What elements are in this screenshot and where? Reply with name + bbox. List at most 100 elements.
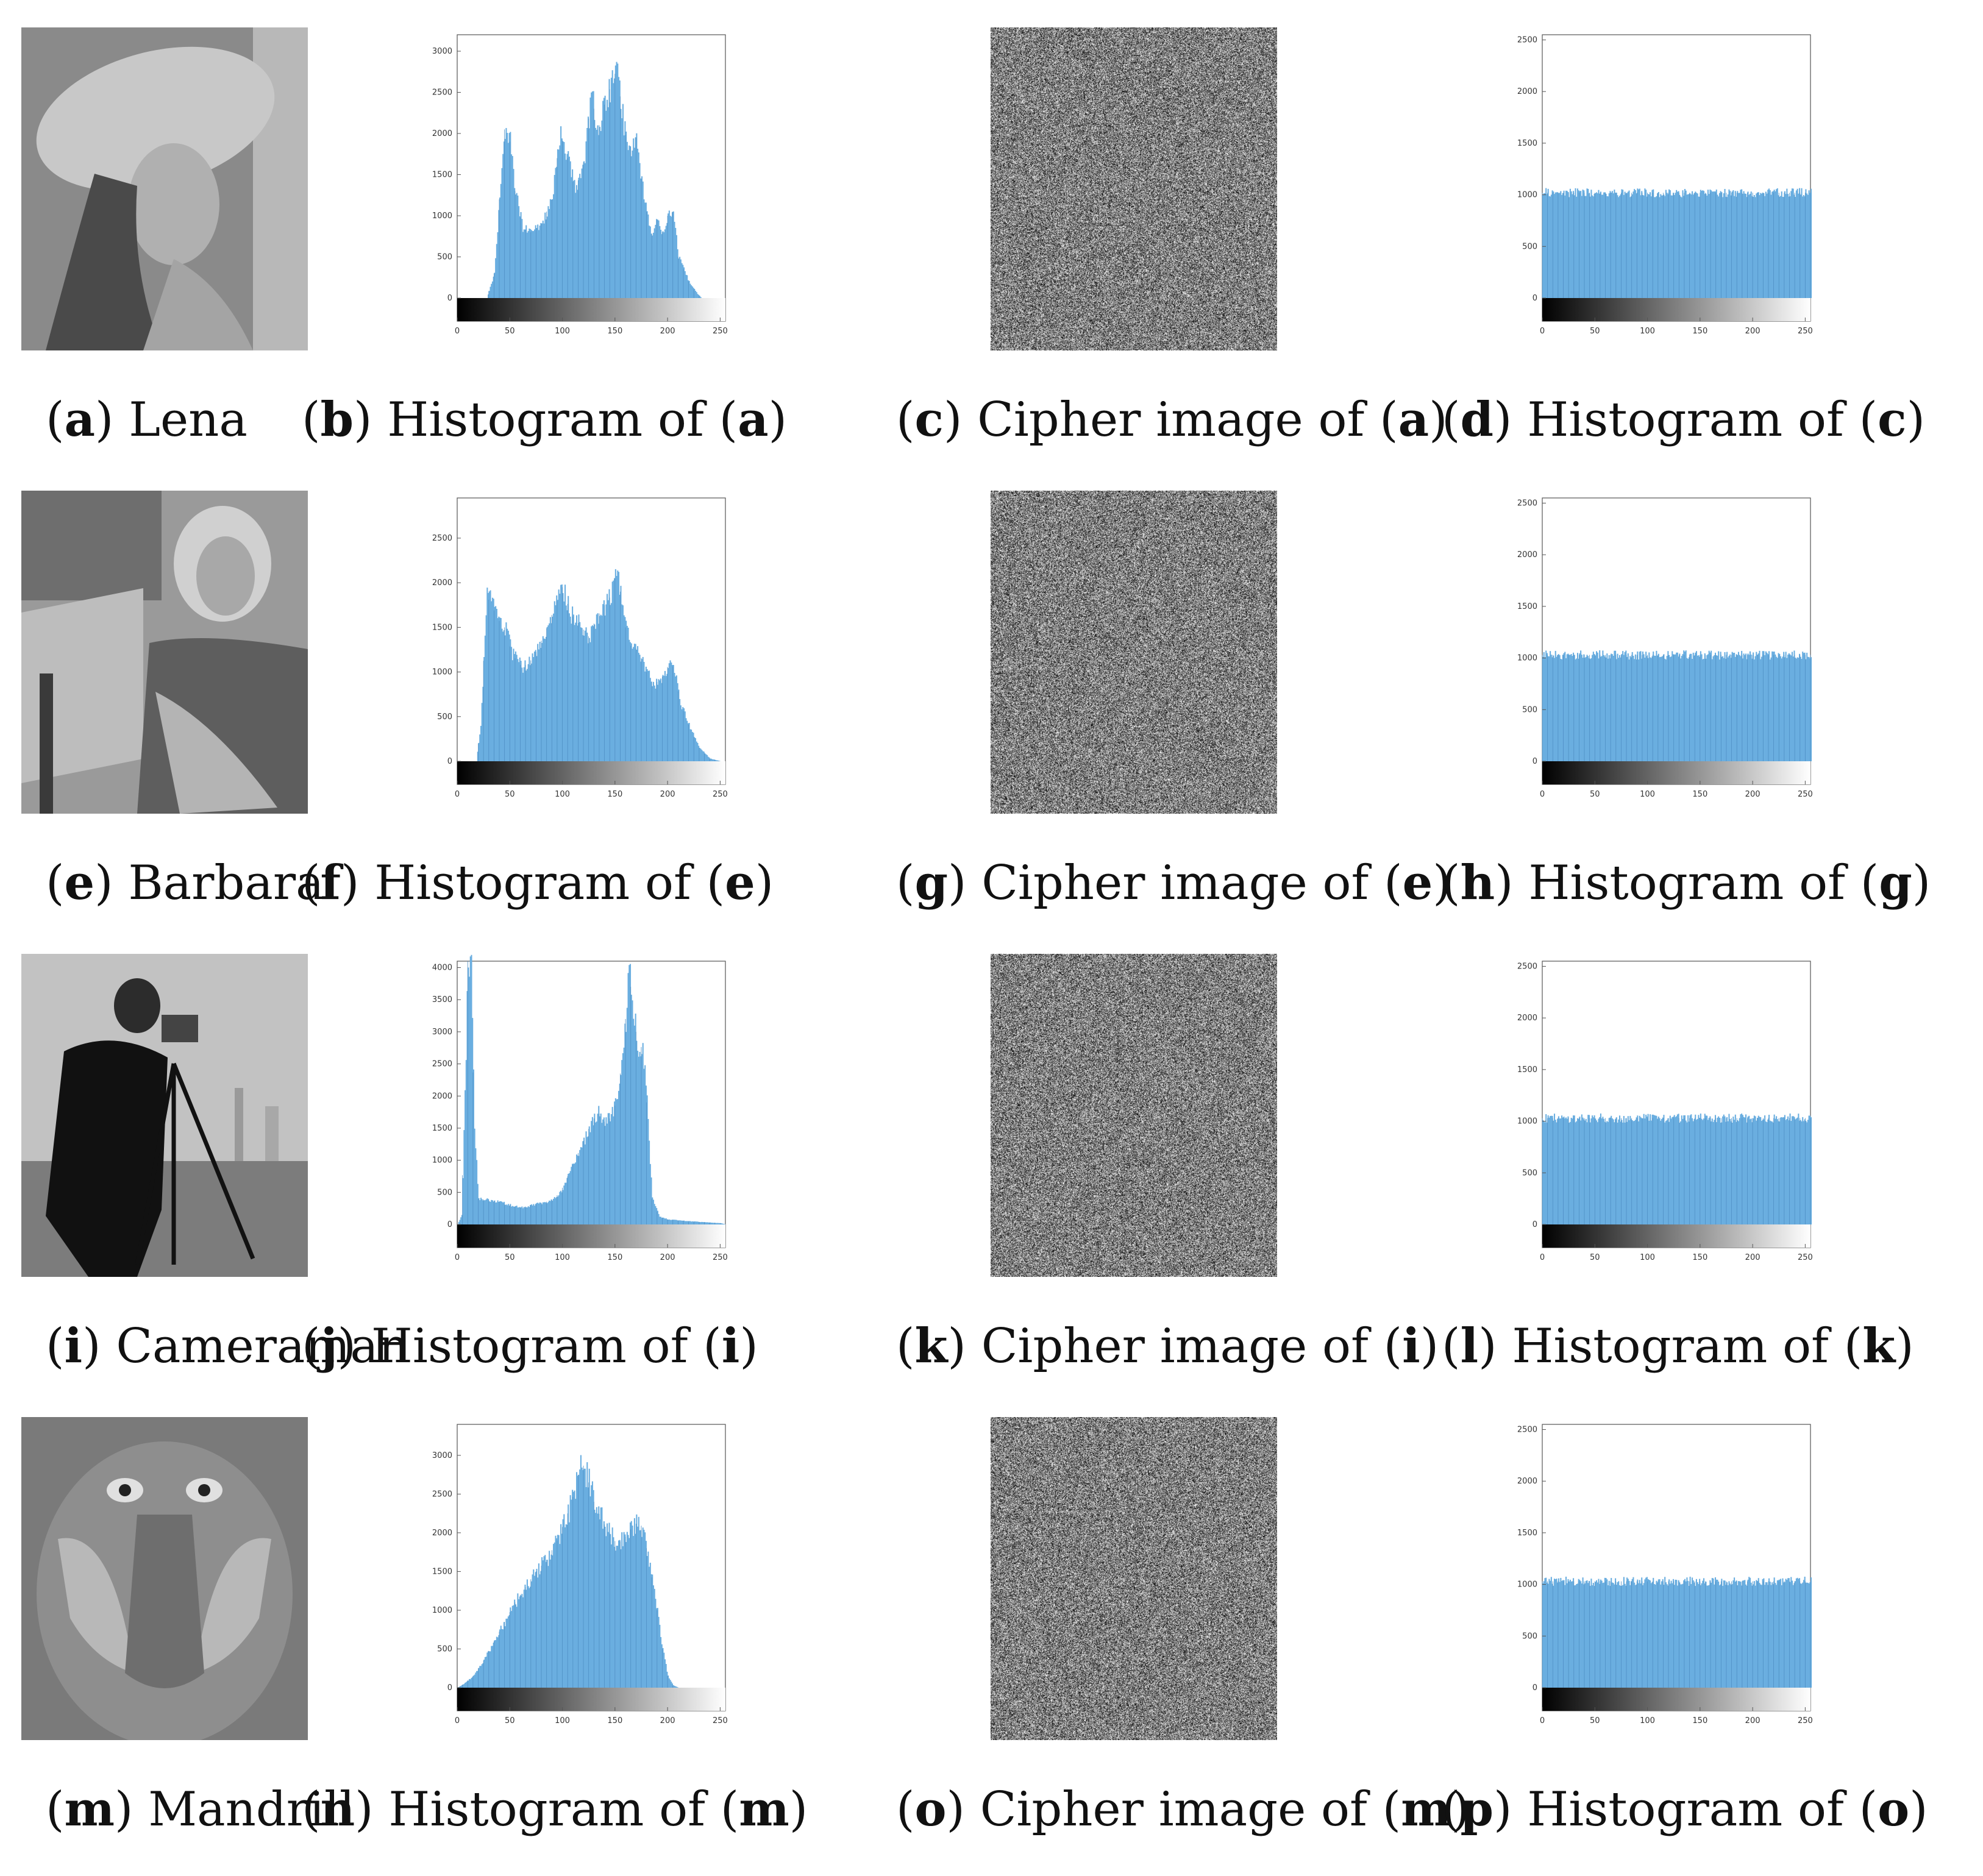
- bar: [1722, 197, 1724, 298]
- bar: [1650, 192, 1651, 298]
- bar: [1592, 652, 1594, 761]
- bar: [543, 638, 545, 761]
- bar: [1791, 652, 1793, 761]
- bar: [610, 605, 611, 761]
- cipher-image-m: [991, 1417, 1277, 1740]
- bar: [493, 1201, 494, 1224]
- bar: [1792, 1585, 1794, 1688]
- x-tick-label: 100: [1640, 1253, 1655, 1262]
- x-tick-label: 250: [713, 327, 728, 336]
- bar: [499, 617, 501, 761]
- bar: [502, 154, 504, 298]
- bar: [1705, 658, 1707, 761]
- bar: [642, 181, 644, 298]
- x-tick-label: 200: [1745, 1253, 1760, 1262]
- bar: [1711, 1582, 1712, 1688]
- bar: [1729, 191, 1731, 298]
- bar: [1734, 196, 1736, 298]
- bar: [1612, 1119, 1614, 1224]
- bar: [1725, 196, 1727, 298]
- bar: [1743, 653, 1745, 761]
- bar: [1704, 1114, 1706, 1224]
- caption-letter: c: [914, 392, 944, 447]
- caption-letter: e: [64, 855, 95, 911]
- bar: [491, 1646, 494, 1688]
- bar: [1806, 1582, 1808, 1688]
- bar: [594, 624, 596, 761]
- bar: [1732, 190, 1734, 298]
- bar: [625, 1542, 627, 1688]
- bar: [539, 1202, 541, 1224]
- bar: [1554, 192, 1556, 298]
- bar: [558, 589, 560, 761]
- bar: [1590, 658, 1592, 761]
- bar: [1585, 1118, 1587, 1224]
- bar: [1747, 1579, 1749, 1688]
- bar: [1623, 655, 1625, 761]
- bar: [1709, 1580, 1711, 1688]
- bar: [686, 1221, 688, 1224]
- bar: [698, 745, 700, 761]
- bar: [1656, 196, 1657, 298]
- bar: [656, 219, 658, 298]
- bar: [539, 226, 541, 298]
- bar: [575, 185, 578, 298]
- bar: [1615, 1578, 1617, 1688]
- bar: [1720, 1123, 1721, 1224]
- bar: [572, 614, 574, 761]
- bar: [1678, 191, 1679, 298]
- bar: [682, 707, 684, 761]
- bar: [1768, 1114, 1770, 1224]
- caption-text: Cipher image of: [981, 1319, 1369, 1374]
- bar: [627, 1535, 629, 1688]
- bar: [1657, 193, 1659, 298]
- bar: [633, 1025, 635, 1224]
- bar: [664, 1218, 666, 1224]
- x-tick-label: 50: [1590, 790, 1600, 799]
- histogram-bars: [458, 1455, 678, 1688]
- bar: [683, 1220, 685, 1224]
- bar: [717, 1223, 719, 1224]
- bar: [586, 127, 588, 298]
- bar: [1592, 1115, 1593, 1224]
- bar: [645, 666, 647, 761]
- bar: [621, 1532, 623, 1688]
- bar: [1666, 1584, 1668, 1688]
- bar: [555, 1535, 557, 1688]
- caption-letter: l: [1460, 1318, 1479, 1374]
- bar: [1765, 651, 1767, 761]
- y-tick-label: 2500: [1517, 1425, 1537, 1434]
- bar: [600, 1507, 602, 1688]
- bar: [1673, 1115, 1675, 1224]
- bar: [578, 177, 580, 298]
- y-tick-label: 0: [1533, 294, 1537, 303]
- bar: [1557, 192, 1559, 298]
- bar: [1553, 1114, 1556, 1224]
- bar: [513, 169, 514, 298]
- bar: [1653, 189, 1654, 298]
- bar: [524, 229, 526, 298]
- bar: [1642, 1585, 1643, 1688]
- bar: [633, 138, 635, 298]
- bar: [1770, 1585, 1772, 1688]
- bar: [1779, 196, 1782, 298]
- bar: [1647, 658, 1649, 761]
- bar: [621, 1060, 623, 1224]
- bar: [1644, 188, 1646, 298]
- bar: [640, 1530, 642, 1688]
- bar: [503, 1201, 505, 1224]
- bar: [537, 1577, 539, 1688]
- bar: [1791, 1580, 1793, 1688]
- bar: [701, 750, 703, 761]
- bar: [616, 575, 618, 761]
- bar: [561, 138, 563, 298]
- bar: [1601, 194, 1603, 298]
- bar: [614, 1101, 616, 1224]
- bar: [1558, 1116, 1559, 1224]
- bar: [1609, 191, 1611, 298]
- bar: [1566, 1583, 1568, 1688]
- bar: [1601, 1580, 1603, 1688]
- bar: [468, 1679, 471, 1688]
- gray-colorbar: [1542, 1688, 1810, 1711]
